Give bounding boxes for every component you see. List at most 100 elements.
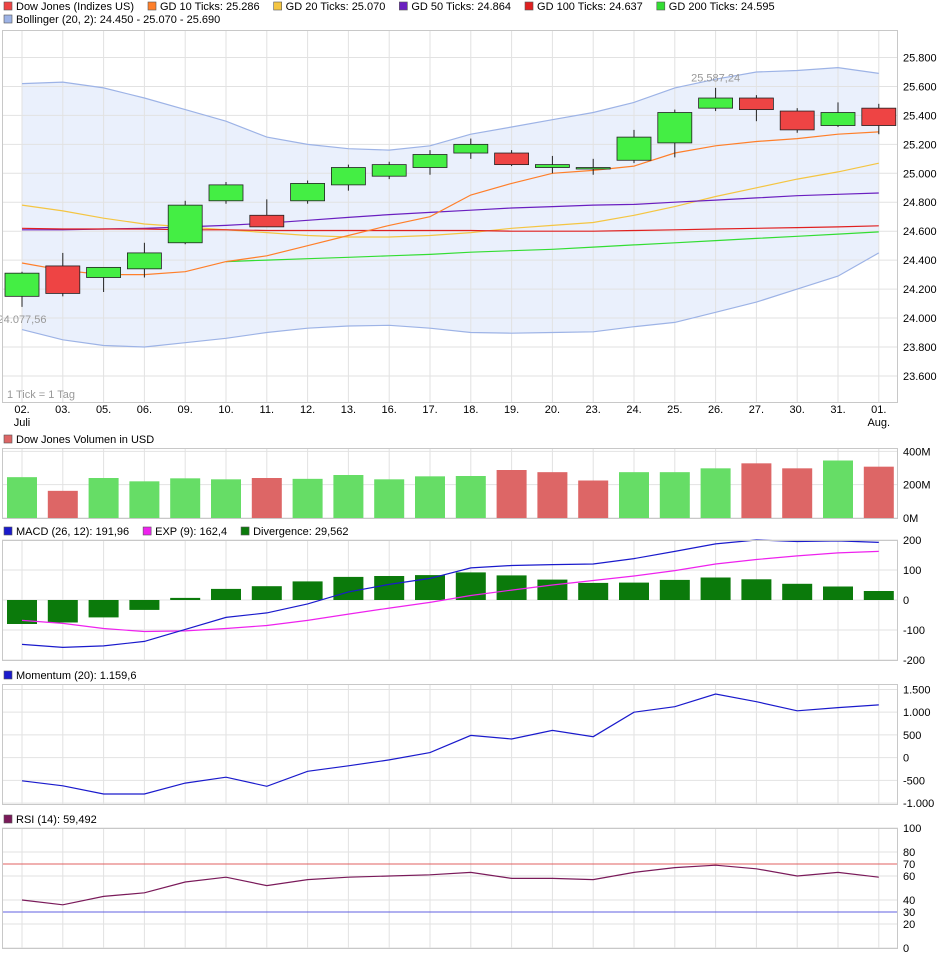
candle-body bbox=[698, 97, 733, 109]
y-tick-label: 24.400 bbox=[903, 255, 937, 267]
y-tick-label: 25.600 bbox=[903, 81, 937, 93]
y-tick-label: 24.200 bbox=[903, 284, 937, 296]
divergence-bar bbox=[415, 575, 445, 600]
y-tick-label: 0 bbox=[903, 943, 909, 955]
candle-body bbox=[861, 107, 897, 126]
legend-swatch-gd100 bbox=[524, 1, 534, 11]
candle-body bbox=[86, 266, 121, 278]
y-tick-label: 200M bbox=[903, 480, 931, 492]
exp-line bbox=[21, 550, 879, 633]
legend-label-gd100: GD 100 Ticks: 24.637 bbox=[537, 1, 643, 13]
x-tick-label: 25. bbox=[667, 404, 682, 416]
y-tick-label: 24.000 bbox=[903, 313, 937, 325]
gd200-line bbox=[225, 231, 879, 263]
x-tick-label: 06. bbox=[137, 404, 152, 416]
gd50-line bbox=[22, 192, 879, 231]
candle-body bbox=[779, 110, 815, 131]
legend-swatch-gd20 bbox=[273, 1, 282, 11]
candle-body bbox=[4, 272, 40, 297]
divergence-bar bbox=[741, 579, 772, 600]
candle-body bbox=[657, 112, 693, 144]
y-tick-label: 400M bbox=[903, 446, 931, 458]
candle-body bbox=[616, 136, 652, 161]
x-tick-label: 11. bbox=[260, 404, 274, 416]
legend-swatch-bollinger bbox=[3, 14, 13, 24]
volume-bar bbox=[700, 468, 731, 518]
price-annotation: 24.077,56 bbox=[0, 314, 46, 326]
volume-bar bbox=[251, 478, 282, 518]
y-tick-label: 25.800 bbox=[903, 53, 937, 65]
legend-label-gd20: GD 20 Ticks: 25.070 bbox=[286, 1, 386, 13]
divergence-bar bbox=[619, 582, 649, 600]
volume-bar bbox=[47, 490, 78, 518]
legend-swatch-gd50 bbox=[399, 1, 408, 11]
volume-bar bbox=[578, 480, 609, 518]
candle-body bbox=[412, 154, 448, 168]
y-tick-label: 25.200 bbox=[903, 139, 937, 151]
volume-bar bbox=[415, 476, 445, 518]
x-tick-label: 16. bbox=[382, 404, 397, 416]
y-tick-label: 25.000 bbox=[903, 168, 937, 180]
tick-footnote: 1 Tick = 1 Tag bbox=[7, 389, 75, 401]
candle-body bbox=[330, 167, 366, 186]
y-tick-label: 0 bbox=[903, 595, 909, 607]
divergence-bar bbox=[578, 582, 609, 600]
rsi-ref-label: 30 bbox=[903, 907, 915, 919]
legend-label-divergence: Divergence: 29,562 bbox=[253, 526, 348, 538]
y-tick-label: 1.500 bbox=[903, 684, 931, 696]
volume-panel-frame bbox=[2, 448, 898, 519]
divergence-bar bbox=[333, 576, 364, 600]
volume-bar bbox=[170, 478, 201, 518]
y-tick-label: 23.800 bbox=[903, 342, 937, 354]
rsi-panel-frame bbox=[2, 828, 898, 949]
momentum-panel-frame bbox=[2, 684, 898, 805]
legend-swatch-volume bbox=[3, 434, 13, 444]
gd100-line bbox=[21, 225, 879, 232]
candle-body bbox=[249, 214, 285, 228]
divergence-bar bbox=[211, 588, 241, 600]
candle-body bbox=[45, 265, 81, 294]
divergence-bar bbox=[292, 581, 323, 600]
bollinger-upper-line bbox=[21, 66, 879, 151]
y-tick-label: 0 bbox=[903, 753, 909, 765]
x-tick-label: 20. bbox=[545, 404, 560, 416]
candle-body bbox=[208, 184, 244, 202]
divergence-bar bbox=[496, 575, 527, 600]
volume-bar bbox=[374, 479, 405, 518]
candle-body bbox=[739, 97, 774, 111]
volume-bar bbox=[619, 472, 649, 518]
y-tick-label: 20 bbox=[903, 919, 915, 931]
volume-bar bbox=[823, 460, 853, 518]
price-panel-frame bbox=[2, 30, 898, 403]
candle-body bbox=[575, 167, 611, 170]
y-tick-label: 100 bbox=[903, 823, 921, 835]
legend-swatch-gd200 bbox=[656, 1, 666, 11]
legend-label-gd50: GD 50 Ticks: 24.864 bbox=[411, 1, 511, 13]
y-tick-label: 25.400 bbox=[903, 110, 937, 122]
y-tick-label: 0M bbox=[903, 513, 918, 525]
legend-swatch-momentum bbox=[3, 670, 13, 680]
candle-body bbox=[371, 164, 407, 177]
x-tick-label: 10. bbox=[218, 404, 233, 416]
divergence-bar bbox=[863, 591, 894, 600]
divergence-bar bbox=[782, 583, 813, 600]
divergence-bar bbox=[129, 600, 160, 610]
candle-body bbox=[820, 112, 856, 126]
divergence-bar bbox=[47, 600, 78, 623]
y-tick-label: 60 bbox=[903, 871, 915, 883]
x-tick-label: 27. bbox=[749, 404, 764, 416]
y-tick-label: 24.600 bbox=[903, 226, 937, 238]
legend-swatch-gd10 bbox=[147, 1, 157, 11]
volume-bar bbox=[333, 475, 364, 518]
volume-bar bbox=[455, 476, 486, 518]
y-tick-label: 80 bbox=[903, 847, 915, 859]
legend-label-main: Dow Jones (Indizes US) bbox=[16, 1, 134, 13]
x-tick-label: 13. bbox=[341, 404, 356, 416]
y-tick-label: -100 bbox=[903, 625, 925, 637]
y-tick-label: -500 bbox=[903, 775, 925, 787]
macd-line bbox=[21, 539, 879, 649]
x-tick-label: 19. bbox=[504, 404, 519, 416]
divergence-bar bbox=[823, 586, 853, 600]
month-label: Aug. bbox=[867, 417, 890, 429]
